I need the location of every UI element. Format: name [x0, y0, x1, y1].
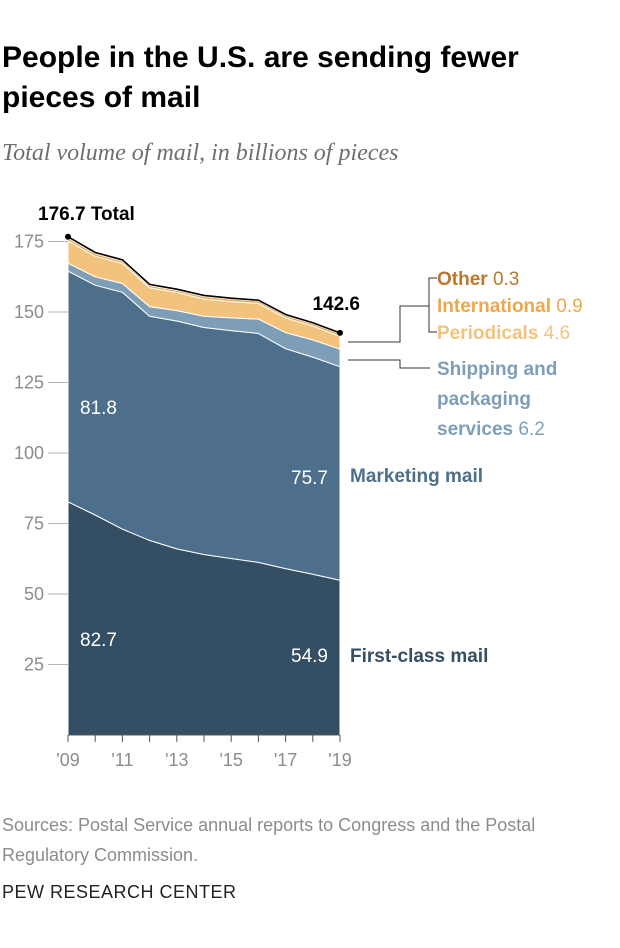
x-tick-label: '15 [219, 750, 242, 770]
legend-leader-line [348, 305, 429, 343]
total-line [67, 236, 341, 334]
y-tick-label: 175 [14, 232, 44, 252]
y-tick-label: 75 [24, 514, 44, 534]
source-note: Sources: Postal Service annual reports t… [2, 815, 536, 865]
x-tick-label: '19 [328, 750, 351, 770]
chart-subtitle: Total volume of mail, in billions of pie… [2, 140, 399, 166]
area-value-label: 54.9 [291, 646, 328, 667]
legend-label-shipping-2: packaging [437, 389, 531, 410]
x-tick-label: '13 [165, 750, 188, 770]
x-tick-label: '11 [111, 750, 133, 770]
area-value-label: 82.7 [80, 630, 117, 651]
mail-volume-area-chart: 25 50 75 100 125 150 175 '09 '11 '13 '15 '17 '19 176.… [14, 204, 583, 770]
y-tick-label: 50 [24, 584, 44, 604]
total-end-label: 142.6 [312, 294, 360, 315]
total-start-point [65, 233, 71, 240]
y-tick-label: 100 [14, 443, 44, 463]
total-end-point [337, 329, 343, 336]
credit-line: PEW RESEARCH CENTER [2, 882, 237, 902]
total-start-label: 176.7 Total [38, 204, 135, 225]
legend-label-first-class: First-class mail [350, 646, 488, 667]
x-tick-label: '17 [274, 750, 297, 770]
area-value-label: 75.7 [291, 468, 328, 489]
legend-label-shipping-3: services 6.2 [437, 419, 545, 440]
chart-title: People in the U.S. are sending fewer pie… [2, 41, 519, 114]
legend-label-periodicals: Periodicals 4.6 [437, 323, 570, 344]
y-tick-label: 25 [24, 655, 44, 675]
legend-label-shipping: Shipping and [437, 359, 557, 380]
legend-label-other: Other 0.3 [437, 269, 519, 290]
legend-label-marketing: Marketing mail [350, 466, 483, 487]
shipping-leader-line [348, 359, 430, 369]
x-tick-label: '09 [56, 750, 79, 770]
legend-bracket [428, 277, 437, 333]
area-value-label: 81.8 [80, 398, 117, 419]
y-tick-label: 125 [14, 373, 44, 393]
legend-label-international: International 0.9 [437, 296, 583, 317]
y-tick-label: 150 [14, 302, 44, 322]
